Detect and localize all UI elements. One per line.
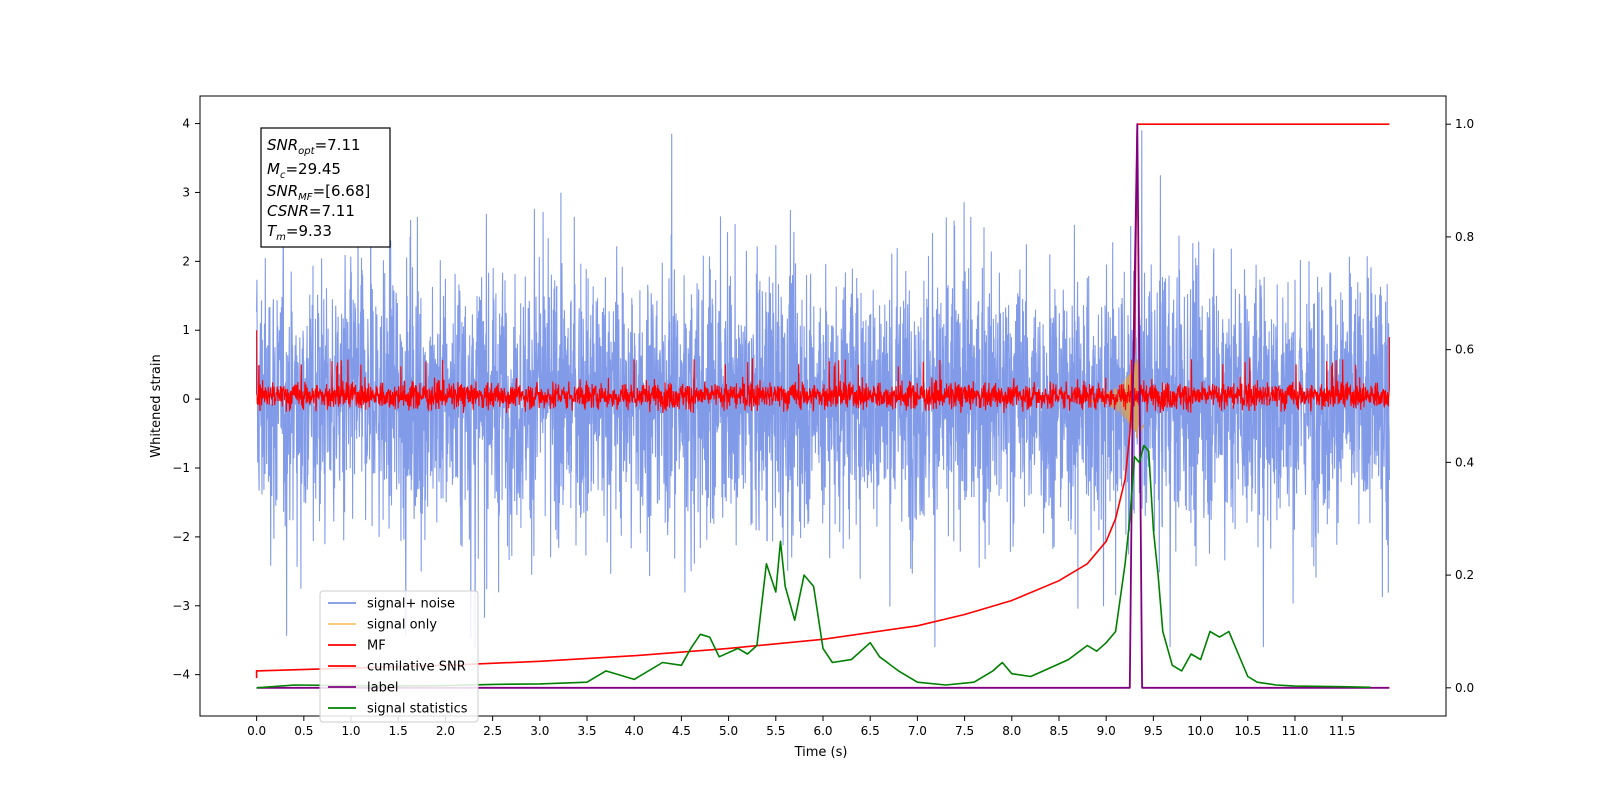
x-tick-label: 10.5 <box>1234 724 1261 738</box>
series-signal-noise <box>256 130 1390 648</box>
annotation-box: SNRopt=7.11 Mc=29.45 SNRMF=[6.68] CSNR=7… <box>260 127 391 248</box>
x-tick-label: 11.0 <box>1282 724 1309 738</box>
x-tick-label: 0.0 <box>247 724 266 738</box>
series-signal-statistics <box>256 444 1371 689</box>
series-mf <box>256 330 1390 413</box>
tm-value: =9.33 <box>286 222 332 240</box>
tm-symbol: T <box>267 222 278 240</box>
x-tick-label: 0.5 <box>294 724 313 738</box>
legend: signal+ noise signal only MF cumilative SNR… <box>319 590 479 723</box>
x-tick-label: 4.5 <box>672 724 691 738</box>
y-tick-label: 4 <box>182 117 190 131</box>
x-tick-label: 8.5 <box>1049 724 1068 738</box>
x-tick-label: 1.0 <box>341 724 360 738</box>
x-tick-label: 3.5 <box>577 724 596 738</box>
y-tick-label: 1 <box>182 323 190 337</box>
x-tick-label: 8.0 <box>1002 724 1021 738</box>
x-tick-label: 4.0 <box>625 724 644 738</box>
x-tick-label: 2.0 <box>436 724 455 738</box>
x-tick-label: 7.5 <box>955 724 974 738</box>
x-tick-label: 5.0 <box>719 724 738 738</box>
x-tick-label: 3.0 <box>530 724 549 738</box>
snr-opt-subscript: opt <box>298 146 315 157</box>
y-tick-label: −2 <box>172 530 190 544</box>
csnr-value: =7.11 <box>309 202 355 220</box>
y-axis-label: Whitened strain <box>149 354 164 457</box>
x-tick-label: 11.5 <box>1329 724 1356 738</box>
x-tick-label: 6.0 <box>813 724 832 738</box>
y2-tick-label: 0.8 <box>1455 230 1474 244</box>
x-tick-label: 6.5 <box>861 724 880 738</box>
x-tick-label: 7.0 <box>908 724 927 738</box>
mc-subscript: c <box>280 170 286 181</box>
y-tick-label: 3 <box>182 185 190 199</box>
mc-symbol: M <box>267 160 280 178</box>
csnr-symbol: CSNR <box>267 202 309 220</box>
legend-label: MF <box>367 639 386 654</box>
legend-label: label <box>367 681 398 696</box>
svg-text:SNRMF=[6.68]: SNRMF=[6.68] <box>267 182 370 203</box>
svg-text:Mc=29.45: Mc=29.45 <box>267 160 341 181</box>
legend-label: signal statistics <box>367 702 468 717</box>
svg-text:Tm=9.33: Tm=9.33 <box>267 222 332 243</box>
series-label <box>256 123 1390 689</box>
y2-tick-label: 0.0 <box>1455 681 1474 695</box>
x-tick-label: 1.5 <box>389 724 408 738</box>
y-tick-label: −4 <box>172 668 190 682</box>
mc-value: =29.45 <box>285 160 341 178</box>
y2-tick-label: 0.6 <box>1455 343 1474 357</box>
x-tick-label: 9.5 <box>1144 724 1163 738</box>
x-tick-label: 10.0 <box>1187 724 1214 738</box>
tm-subscript: m <box>276 232 286 243</box>
snr-opt-value: =7.11 <box>315 136 361 154</box>
legend-label: signal only <box>367 618 437 633</box>
y2-tick-label: 0.2 <box>1455 568 1474 582</box>
legend-label: cumilative SNR <box>367 660 466 675</box>
x-tick-label: 2.5 <box>483 724 502 738</box>
x-tick-label: 9.0 <box>1097 724 1116 738</box>
snr-mf-subscript: MF <box>298 192 313 203</box>
x-tick-label: 5.5 <box>766 724 785 738</box>
svg-text:SNRopt=7.11: SNRopt=7.11 <box>267 136 361 157</box>
y2-tick-label: 1.0 <box>1455 117 1474 131</box>
y-tick-label: 2 <box>182 254 190 268</box>
svg-text:CSNR=7.11: CSNR=7.11 <box>267 202 355 220</box>
x-axis-label: Time (s) <box>794 745 848 760</box>
legend-label: signal+ noise <box>367 597 455 612</box>
snr-mf-value: =[6.68] <box>313 182 371 200</box>
y2-tick-label: 0.4 <box>1455 455 1474 469</box>
snr-opt-symbol: SNR <box>267 136 298 154</box>
snr-mf-symbol: SNR <box>267 182 298 200</box>
y-tick-label: −3 <box>172 599 190 613</box>
y-tick-label: −1 <box>172 461 190 475</box>
y-tick-label: 0 <box>182 392 190 406</box>
